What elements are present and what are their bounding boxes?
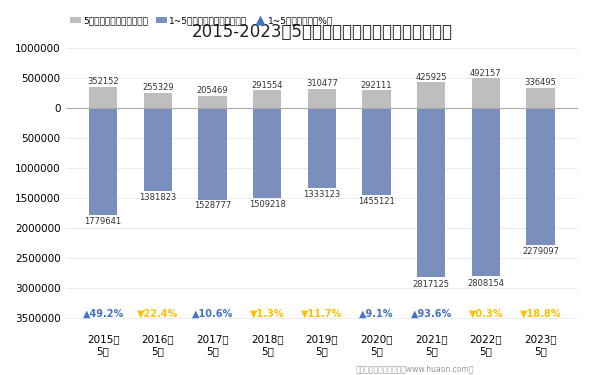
Text: 336495: 336495 <box>525 78 556 87</box>
Bar <box>198 96 227 108</box>
Bar <box>471 108 500 276</box>
Text: ▼11.7%: ▼11.7% <box>301 309 342 319</box>
Text: 492157: 492157 <box>470 69 502 78</box>
Text: 制图：华经产业研究院（www.huaon.com）: 制图：华经产业研究院（www.huaon.com） <box>356 364 474 373</box>
Text: 255329: 255329 <box>142 83 174 92</box>
Bar <box>308 108 336 188</box>
Bar <box>308 89 336 108</box>
Text: 2808154: 2808154 <box>467 279 504 288</box>
Text: ▼18.8%: ▼18.8% <box>519 309 561 319</box>
Text: 1455121: 1455121 <box>358 197 395 206</box>
Text: ▲49.2%: ▲49.2% <box>82 309 124 319</box>
Bar <box>144 108 172 191</box>
Bar <box>89 87 117 108</box>
Text: ▼1.3%: ▼1.3% <box>250 309 285 319</box>
Text: ▲93.6%: ▲93.6% <box>410 309 452 319</box>
Bar <box>526 108 554 244</box>
Text: 292111: 292111 <box>361 81 392 90</box>
Text: 2817125: 2817125 <box>413 280 449 289</box>
Text: ▲9.1%: ▲9.1% <box>359 309 394 319</box>
Text: 310477: 310477 <box>306 80 338 88</box>
Text: 205469: 205469 <box>197 86 228 95</box>
Text: 2279097: 2279097 <box>522 247 559 256</box>
Text: 1381823: 1381823 <box>139 193 176 202</box>
Text: ▼22.4%: ▼22.4% <box>137 309 178 319</box>
Bar <box>89 108 117 214</box>
Text: 425925: 425925 <box>416 72 447 81</box>
Bar <box>144 93 172 108</box>
Text: 352152: 352152 <box>87 77 119 86</box>
Bar <box>471 78 500 108</box>
Bar <box>417 108 445 277</box>
Bar <box>362 90 391 108</box>
Legend: 5月进出口总额（万美元）, 1~5月进出口总额（万美元）, 1~5月同比增速（%）: 5月进出口总额（万美元）, 1~5月进出口总额（万美元）, 1~5月同比增速（%… <box>70 16 333 25</box>
Bar <box>253 90 281 108</box>
Text: 1509218: 1509218 <box>248 200 286 209</box>
Text: ▲10.6%: ▲10.6% <box>192 309 233 319</box>
Bar <box>526 88 554 108</box>
Bar <box>362 108 391 195</box>
Bar <box>253 108 281 198</box>
Text: 291554: 291554 <box>251 81 283 90</box>
Text: 1779641: 1779641 <box>85 217 122 226</box>
Text: ▼0.3%: ▼0.3% <box>468 309 503 319</box>
Bar <box>417 82 445 108</box>
Text: 1528777: 1528777 <box>194 201 231 210</box>
Bar <box>198 108 227 200</box>
Title: 2015-2023年5月郑州新郑综合保税区进出口总额: 2015-2023年5月郑州新郑综合保税区进出口总额 <box>192 23 452 41</box>
Text: 1333123: 1333123 <box>303 190 340 199</box>
